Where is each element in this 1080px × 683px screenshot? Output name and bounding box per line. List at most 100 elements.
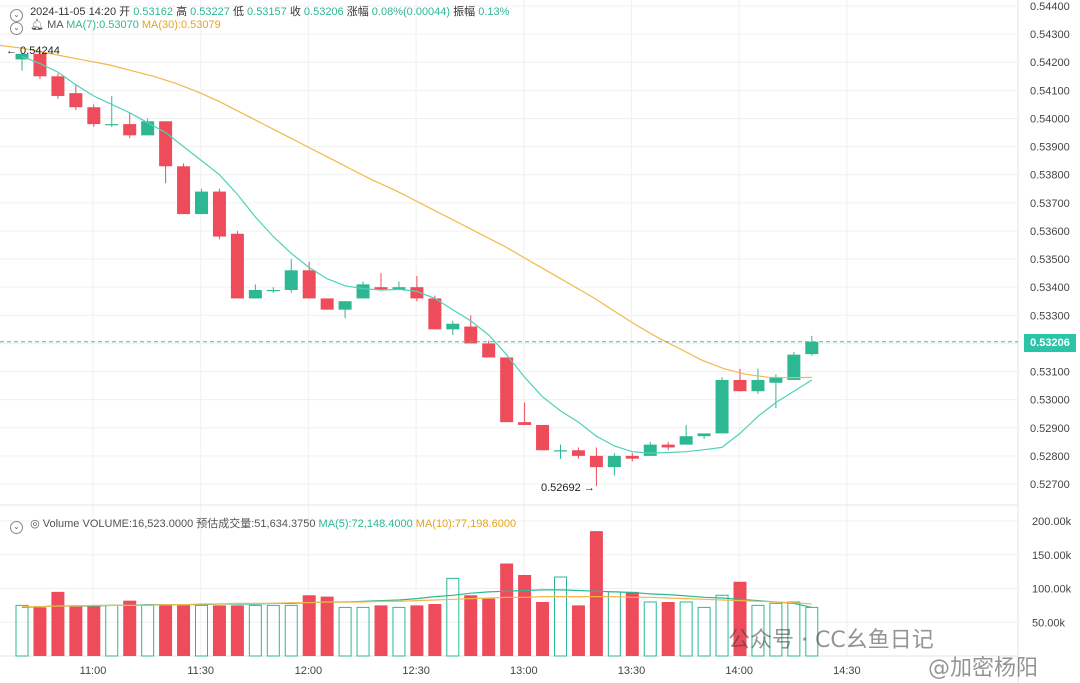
open-label: 开 <box>119 6 131 18</box>
candle-body <box>787 354 801 380</box>
ohlc-header: ⌄ 2024-11-05 14:20 开 0.53162 高 0.53227 低… <box>10 3 509 22</box>
candle-body <box>212 191 226 237</box>
volume-tick-label: 100.00k <box>1032 584 1072 596</box>
volume-bar <box>320 596 334 656</box>
volume-bar <box>410 605 424 656</box>
candle-body <box>751 379 765 392</box>
time-tick-label: 13:30 <box>618 665 646 677</box>
volume-tick-label: 50.00k <box>1032 617 1066 629</box>
volume-bar <box>607 591 621 657</box>
candle-body <box>177 166 191 215</box>
volume-bar <box>625 591 639 656</box>
volume-bar <box>643 601 657 657</box>
volume-bar <box>69 605 83 656</box>
volume-bar <box>392 606 406 657</box>
volume-bar <box>15 604 29 657</box>
price-tick-label: 0.53500 <box>1030 254 1070 266</box>
candle-body <box>87 107 101 125</box>
low-value: 0.53157 <box>247 6 287 18</box>
candle-body <box>715 379 729 434</box>
watermark-line1: 公众号 · CC幺鱼日记 <box>728 628 934 653</box>
candle-body <box>105 124 119 126</box>
time-tick-label: 12:00 <box>295 665 323 677</box>
candle-body <box>805 341 819 355</box>
price-tick-label: 0.53600 <box>1030 226 1070 238</box>
volume-bar <box>428 604 442 656</box>
time-tick-label: 11:30 <box>187 665 214 677</box>
ma7-line <box>21 56 813 454</box>
change-label: 涨幅 <box>346 6 369 18</box>
volume-label: Volume <box>42 518 80 530</box>
volume-bar <box>230 605 244 656</box>
time-tick-label: 14:30 <box>833 665 861 677</box>
change-value: 0.08%(0.00044) <box>371 6 451 18</box>
volume-bar <box>87 605 101 656</box>
chevron-icon[interactable]: ⌄ <box>10 9 23 22</box>
ma-header: ⌄ 🔔︎ MA MA(7):0.53070 MA(30):0.53079 <box>10 18 221 35</box>
time-tick-label: 12:30 <box>402 665 430 677</box>
volume-bar <box>33 607 47 656</box>
high-value: 0.53227 <box>190 6 230 18</box>
volume-tick-label: 150.00k <box>1032 550 1072 562</box>
candle-body <box>230 233 244 299</box>
candle-body <box>159 121 173 167</box>
volume-tick-label: 200.00k <box>1032 516 1072 528</box>
volume-bar <box>356 606 370 657</box>
candle-body <box>338 301 352 310</box>
eye-icon[interactable]: ◎ <box>30 518 40 530</box>
price-tick-label: 0.54200 <box>1030 57 1070 69</box>
candle-body <box>482 343 496 358</box>
candle-body <box>123 124 137 136</box>
price-tick-label: 0.54100 <box>1030 85 1070 97</box>
candle-body <box>248 289 262 299</box>
candle-body <box>679 436 693 445</box>
candle-body <box>69 93 83 108</box>
volume-bar <box>123 600 137 656</box>
volume-bar <box>787 601 801 657</box>
candle-body <box>266 289 280 292</box>
candle-body <box>392 287 406 290</box>
volume-bar <box>751 604 765 657</box>
volume-bar <box>266 604 280 657</box>
price-tick-label: 0.53700 <box>1030 198 1070 210</box>
volume-header: ⌄ ◎ Volume VOLUME:16,523.0000 预估成交量:51,6… <box>10 515 516 534</box>
amp-label: 振幅 <box>453 6 476 18</box>
volume-bar <box>536 602 550 656</box>
chevron-icon[interactable]: ⌄ <box>10 521 23 534</box>
close-label: 收 <box>289 6 301 18</box>
current-price-tag: 0.53206 <box>1024 334 1076 352</box>
vol-ma10-value: MA(10):77,198.6000 <box>415 518 517 530</box>
open-value: 0.53162 <box>133 6 173 18</box>
amp-value: 0.13% <box>478 6 510 18</box>
ma7-value: MA(7):0.53070 <box>66 19 139 31</box>
candle-body <box>302 270 316 299</box>
volume-bar <box>374 605 388 656</box>
time-tick-label: 14:00 <box>725 665 753 677</box>
bell-icon[interactable]: 🔔︎ <box>30 19 45 31</box>
volume-bar <box>679 601 693 657</box>
volume-value: VOLUME:16,523.0000 <box>82 518 194 530</box>
high-label: 高 <box>176 6 188 18</box>
close-value: 0.53206 <box>303 6 344 18</box>
candle-body <box>554 450 567 452</box>
price-tick-label: 0.53000 <box>1030 395 1070 407</box>
volume-bar <box>51 591 65 656</box>
chevron-icon[interactable]: ⌄ <box>10 22 23 35</box>
watermark-line2: @加密杨阳 <box>928 656 1039 681</box>
candle-body <box>625 455 639 459</box>
volume-bar <box>159 605 173 656</box>
volume-ma10-line <box>22 595 812 608</box>
candle-body <box>356 284 370 299</box>
candle-body <box>374 287 388 290</box>
volume-bar <box>715 594 729 657</box>
min-price-label: 0.52692 → <box>541 482 595 494</box>
volume-bar <box>177 605 191 656</box>
price-tick-label: 0.53800 <box>1030 170 1070 182</box>
volume-bar <box>302 595 316 656</box>
candle-body <box>518 422 532 425</box>
price-tick-label: 0.53300 <box>1030 310 1070 322</box>
candle-body <box>589 455 603 468</box>
candle-body <box>428 298 442 330</box>
